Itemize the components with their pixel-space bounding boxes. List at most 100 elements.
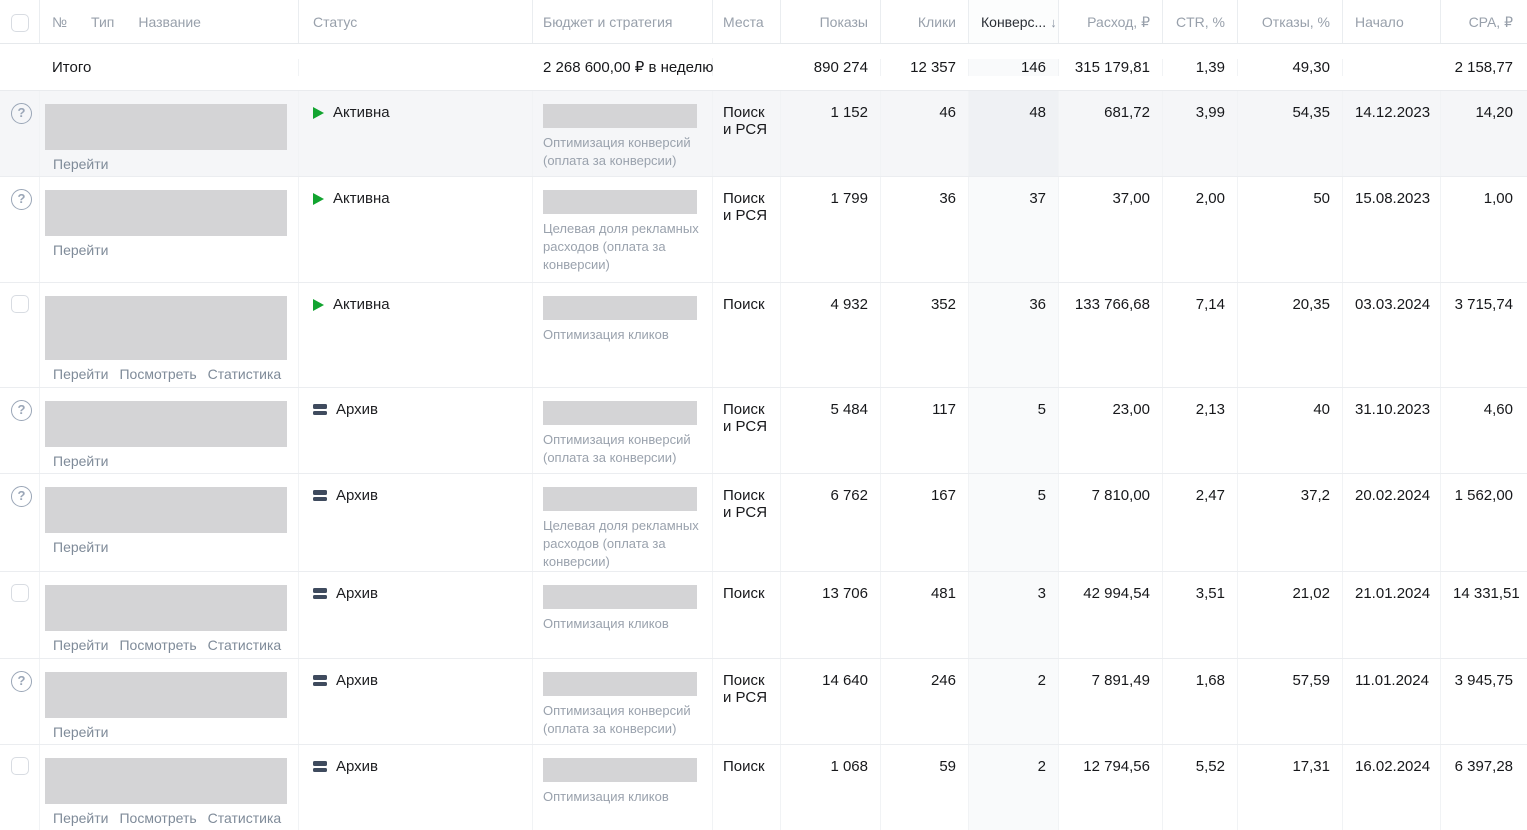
impressions-value: 1 152	[781, 91, 881, 176]
bounce-value: 17,31	[1238, 745, 1343, 830]
column-header-start[interactable]: Начало	[1343, 0, 1441, 43]
row-action-link[interactable]: Перейти	[53, 453, 109, 469]
column-header-bounce[interactable]: Отказы, %	[1238, 0, 1343, 43]
select-all-checkbox[interactable]	[11, 14, 29, 32]
places-value: Поиск и РСЯ	[713, 91, 781, 176]
bounce-value: 57,59	[1238, 659, 1343, 744]
bounce-value: 21,02	[1238, 572, 1343, 658]
row-action-link[interactable]: Посмотреть	[119, 366, 197, 382]
budget-amount-placeholder[interactable]	[543, 401, 697, 425]
row-action-link[interactable]: Перейти	[53, 539, 109, 555]
row-action-link[interactable]: Посмотреть	[119, 810, 197, 826]
impressions-value: 6 762	[781, 474, 881, 571]
budget-amount-placeholder[interactable]	[543, 585, 697, 609]
row-checkbox[interactable]	[11, 757, 29, 775]
cpa-value: 14 331,51	[1453, 585, 1520, 602]
budget-amount-placeholder[interactable]	[543, 758, 697, 782]
column-header-impressions[interactable]: Показы	[781, 0, 881, 43]
bounce-value: 37,2	[1238, 474, 1343, 571]
start-date-value: 21.01.2024	[1343, 572, 1441, 658]
column-header-ctr[interactable]: CTR, %	[1163, 0, 1238, 43]
help-icon[interactable]: ?	[11, 486, 32, 507]
spend-value: 12 794,56	[1059, 745, 1163, 830]
status-label: Архив	[336, 585, 379, 602]
header-checkbox-cell	[0, 0, 40, 43]
active-play-icon	[313, 298, 324, 311]
budget-amount-placeholder[interactable]	[543, 487, 697, 511]
cpa-value: 14,20	[1475, 104, 1513, 121]
campaign-row: ? Перейти Архив Оптимизация конверсий (о…	[0, 388, 1527, 474]
archive-icon	[313, 675, 327, 686]
column-header-budget[interactable]: Бюджет и стратегия	[533, 0, 713, 43]
campaign-name-placeholder[interactable]	[45, 190, 287, 236]
row-action-link[interactable]: Перейти	[53, 724, 109, 740]
ctr-value: 2,13	[1163, 388, 1238, 473]
column-header-status[interactable]: Статус	[299, 0, 533, 43]
campaign-name-placeholder[interactable]	[45, 672, 287, 718]
column-header-clicks[interactable]: Клики	[881, 0, 969, 43]
help-icon[interactable]: ?	[11, 189, 32, 210]
campaign-name-placeholder[interactable]	[45, 758, 287, 804]
row-action-link[interactable]: Перейти	[53, 156, 109, 172]
row-checkbox[interactable]	[11, 584, 29, 602]
archive-icon	[313, 761, 327, 772]
strategy-label: Оптимизация конверсий (оплата за конверс…	[543, 703, 691, 736]
campaign-name-cell: Перейти Посмотреть Статистика	[40, 283, 299, 387]
row-action-link[interactable]: Статистика	[207, 810, 282, 826]
row-action-link[interactable]: Статистика	[207, 637, 282, 653]
spend-value: 681,72	[1059, 91, 1163, 176]
column-header-type[interactable]: Тип	[91, 14, 115, 30]
help-icon[interactable]: ?	[11, 103, 32, 124]
clicks-value: 246	[881, 659, 969, 744]
row-action-link[interactable]: Перейти	[53, 366, 109, 382]
row-action-link[interactable]: Перейти	[53, 242, 109, 258]
column-header-number[interactable]: №	[52, 14, 68, 30]
campaign-name-placeholder[interactable]	[45, 585, 287, 631]
campaign-name-placeholder[interactable]	[45, 487, 287, 533]
cpa-value: 1,00	[1483, 190, 1513, 207]
conversions-value: 5	[969, 474, 1059, 571]
campaign-name-placeholder[interactable]	[45, 104, 287, 150]
campaign-row: ? Перейти Посмотреть Статистика Активна Оп…	[0, 283, 1527, 388]
budget-amount-placeholder[interactable]	[543, 296, 697, 320]
budget-amount-placeholder[interactable]	[543, 104, 697, 128]
strategy-label: Оптимизация конверсий (оплата за конверс…	[543, 135, 691, 168]
places-value: Поиск и РСЯ	[713, 659, 781, 744]
row-action-link[interactable]: Перейти	[53, 810, 109, 826]
cpa-value: 3 945,75	[1454, 672, 1513, 689]
column-header-name[interactable]: Название	[138, 14, 201, 30]
places-value: Поиск	[713, 572, 781, 658]
conversions-value: 3	[969, 572, 1059, 658]
totals-cpa: 2 158,77	[1454, 58, 1513, 76]
spend-value: 37,00	[1059, 177, 1163, 282]
campaign-name-placeholder[interactable]	[45, 296, 287, 360]
campaign-name-placeholder[interactable]	[45, 401, 287, 447]
row-actions: Перейти	[53, 156, 286, 172]
row-control-cell: ?	[0, 474, 40, 571]
column-header-conversions-sorted[interactable]: Конверс... ↓	[969, 0, 1059, 43]
row-actions: Перейти Посмотреть Статистика	[53, 366, 286, 382]
help-icon[interactable]: ?	[11, 671, 32, 692]
budget-amount-placeholder[interactable]	[543, 672, 697, 696]
budget-amount-placeholder[interactable]	[543, 190, 697, 214]
row-actions: Перейти	[53, 242, 286, 258]
help-icon[interactable]: ?	[11, 400, 32, 421]
column-header-places[interactable]: Места	[713, 0, 781, 43]
row-action-link[interactable]: Посмотреть	[119, 637, 197, 653]
ctr-value: 1,68	[1163, 659, 1238, 744]
conversions-value: 48	[969, 91, 1059, 176]
start-date-value: 31.10.2023	[1343, 388, 1441, 473]
column-header-cpa[interactable]: CPA, ₽	[1468, 14, 1513, 30]
clicks-value: 481	[881, 572, 969, 658]
column-header-spend[interactable]: Расход, ₽	[1059, 0, 1163, 43]
row-control-cell: ?	[0, 659, 40, 744]
cpa-value: 1 562,00	[1454, 487, 1513, 504]
row-action-link[interactable]: Статистика	[207, 366, 282, 382]
status-label: Активна	[333, 190, 390, 207]
budget-strategy-cell: Оптимизация конверсий (оплата за конверс…	[533, 659, 713, 744]
campaign-name-cell: Перейти Посмотреть Статистика	[40, 572, 299, 658]
start-date-value: 16.02.2024	[1343, 745, 1441, 830]
row-checkbox[interactable]	[11, 295, 29, 313]
row-action-link[interactable]: Перейти	[53, 637, 109, 653]
archive-icon	[313, 588, 327, 599]
